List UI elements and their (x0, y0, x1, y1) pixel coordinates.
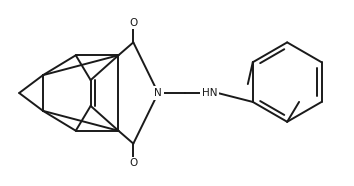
Text: N: N (154, 88, 162, 98)
Text: HN: HN (202, 88, 217, 98)
Text: O: O (129, 158, 137, 169)
Text: O: O (129, 17, 137, 28)
